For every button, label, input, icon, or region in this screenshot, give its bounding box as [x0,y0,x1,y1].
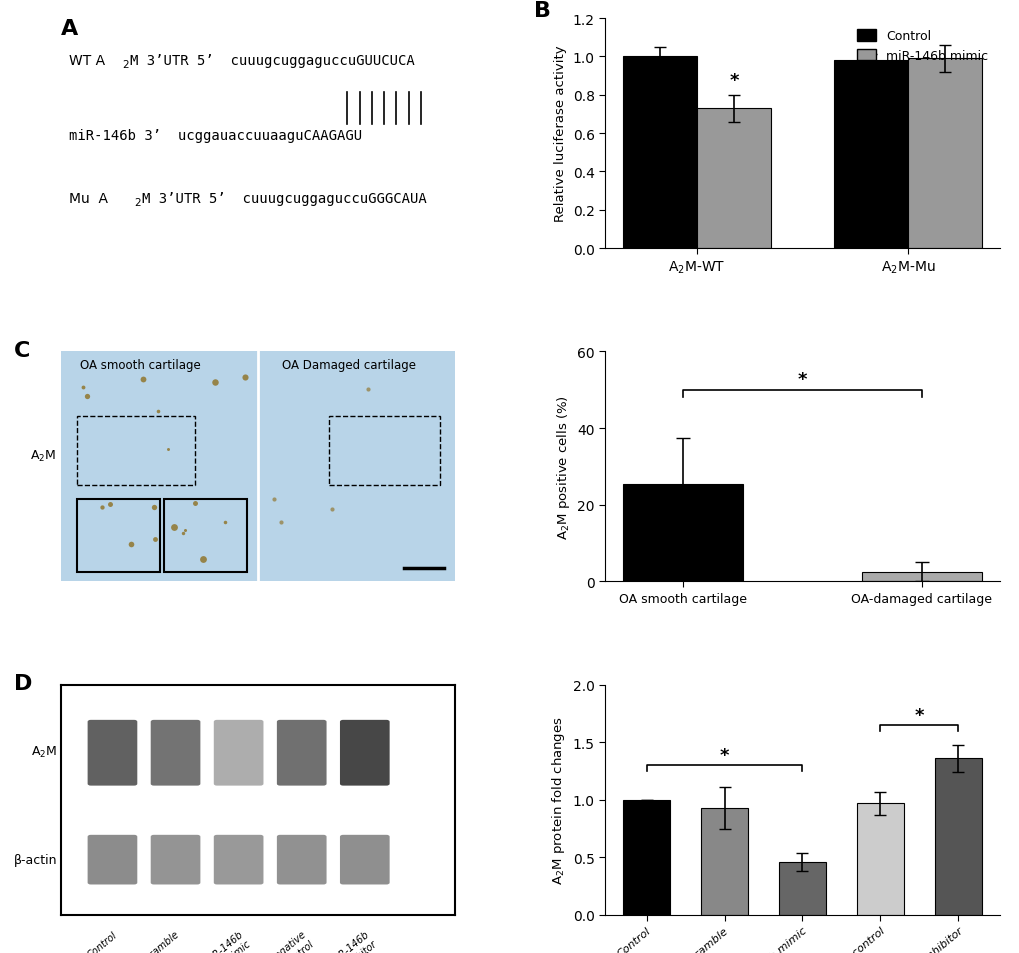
Text: C: C [14,340,31,360]
Y-axis label: A$_2$M positive cells (%): A$_2$M positive cells (%) [554,395,572,539]
Text: *: * [719,746,729,764]
Text: A: A [61,19,78,39]
Y-axis label: Relative luciferase activity: Relative luciferase activity [553,46,567,222]
FancyBboxPatch shape [214,720,263,786]
Bar [907,59,980,249]
FancyBboxPatch shape [151,720,200,786]
FancyBboxPatch shape [276,720,326,786]
Bar [834,61,907,249]
Text: OA smooth cartilage: OA smooth cartilage [79,359,201,372]
Bar [623,57,696,249]
Text: Scramble: Scramble [140,928,181,953]
FancyBboxPatch shape [339,835,389,884]
Text: *: * [729,71,738,90]
Y-axis label: A$_2$M protein fold changes: A$_2$M protein fold changes [550,716,567,884]
Text: OA Damaged cartilage: OA Damaged cartilage [281,359,416,372]
Bar [623,800,669,915]
Bar [329,416,439,485]
Text: M 3’UTR 5’  cuuugcuggaguccuGGGCAUA: M 3’UTR 5’ cuuugcuggaguccuGGGCAUA [142,192,426,205]
FancyBboxPatch shape [214,835,263,884]
Text: A$_2$M: A$_2$M [30,448,56,463]
Text: 2: 2 [135,198,141,208]
Bar [934,759,980,915]
Bar [700,808,747,915]
FancyBboxPatch shape [339,720,389,786]
Text: M 3’UTR 5’  cuuugcuggaguccuGUUCUCA: M 3’UTR 5’ cuuugcuggaguccuGUUCUCA [130,53,415,68]
Text: Mu  A: Mu A [69,192,108,205]
Text: A$_2$M: A$_2$M [31,744,57,760]
Text: *: * [914,706,923,724]
Text: D: D [14,674,33,694]
Text: *: * [797,371,806,389]
Bar [623,484,742,582]
Text: Negative
control: Negative control [268,928,315,953]
Text: miR-146b 3’  ucggauaccuuaaguCAAGAGU: miR-146b 3’ ucggauaccuuaaguCAAGAGU [69,130,362,143]
Text: 2: 2 [122,60,128,71]
Bar [696,109,770,249]
FancyBboxPatch shape [88,720,138,786]
Text: Control: Control [86,928,119,953]
FancyBboxPatch shape [276,835,326,884]
FancyBboxPatch shape [88,835,138,884]
Bar [856,803,903,915]
FancyBboxPatch shape [151,835,200,884]
Text: miR-146b
mimic: miR-146b mimic [202,928,253,953]
Legend: Control, miR-146b mimic: Control, miR-146b mimic [852,26,993,68]
Bar [164,499,247,573]
Bar [76,499,160,573]
Text: β-actin: β-actin [13,853,57,866]
Bar [779,862,825,915]
Text: B: B [534,1,551,21]
Text: miR-146b
inhibitor: miR-146b inhibitor [328,928,378,953]
Bar [861,572,980,582]
Text: WT A: WT A [69,53,105,68]
Bar [76,416,195,485]
